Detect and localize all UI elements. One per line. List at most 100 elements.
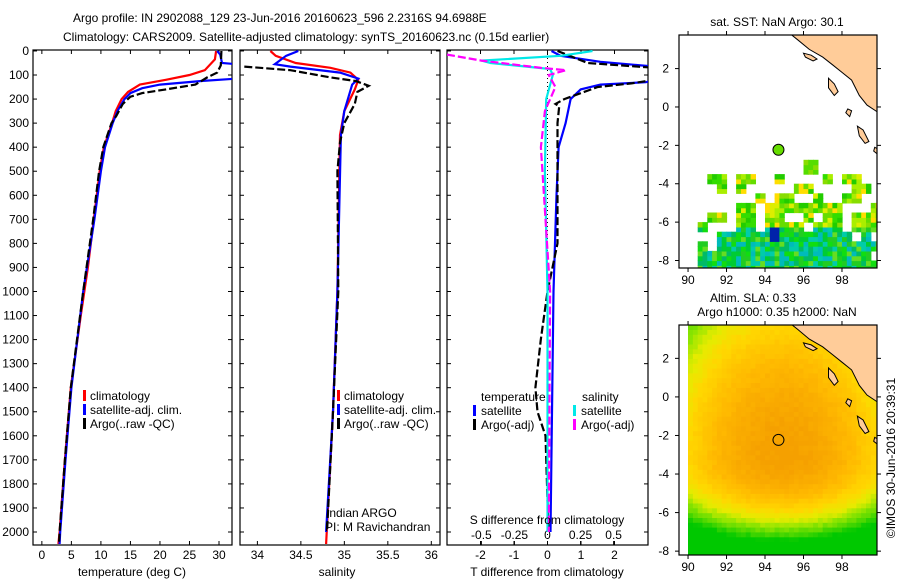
x-tick-label: 36 — [425, 548, 439, 562]
figure-title-line1: Argo profile: IN 2902088_129 23-Jun-2016… — [73, 11, 487, 25]
y-tick-label: 1100 — [3, 309, 29, 323]
island — [873, 146, 877, 155]
lat-tick-label: -8 — [658, 544, 669, 558]
y-tick-label: 200 — [9, 92, 29, 106]
legend-swatch-s-argo — [573, 419, 576, 430]
salinity-panel: 34 34.5 35 35.5 36 — [239, 49, 441, 562]
legend-swatch-t-argo — [473, 419, 476, 430]
y-tick-label: 1700 — [2, 453, 29, 467]
lat-tick-label: -2 — [658, 428, 669, 442]
x2-tick-label: -0.25 — [501, 528, 529, 542]
x2-tick-label: 0.25 — [569, 528, 593, 542]
legend-swatch-argo — [337, 418, 340, 429]
x-tick-label: 0 — [544, 548, 551, 562]
x-tick-label: 2 — [611, 548, 618, 562]
y-tick-label: 500 — [9, 164, 29, 178]
island — [802, 342, 819, 352]
lat-tick-label: -4 — [658, 177, 669, 191]
legend-swatch-argo — [83, 418, 86, 429]
sumatra-coast — [791, 325, 877, 403]
x-tick-label: 30 — [212, 548, 226, 562]
series-line-t-satellite — [549, 50, 648, 533]
series-line-argo-raw-qc- — [244, 65, 372, 533]
y-tick-label: 1200 — [2, 333, 29, 347]
plot-frame — [32, 49, 233, 546]
y-tick-label: 100 — [9, 68, 29, 82]
x-tick-label: 35 — [338, 548, 352, 562]
x-tick-label: 10 — [94, 548, 108, 562]
series-line-satellite-adj-clim- — [272, 50, 361, 533]
lon-tick-label: 96 — [797, 560, 811, 574]
argo-position-marker — [772, 433, 785, 446]
legend-label: Argo(..raw -QC) — [344, 417, 429, 431]
sla-map-title-line1: Altim. SLA: 0.33 — [710, 291, 796, 305]
island — [828, 366, 839, 387]
y-tick-label: 2000 — [2, 525, 29, 539]
y-tick-label: 1400 — [2, 381, 29, 395]
island — [845, 398, 853, 408]
legend-label: Argo(-adj) — [481, 418, 534, 432]
argo-position-marker — [772, 143, 785, 156]
annotation-indian-argo: Indian ARGO — [326, 506, 397, 520]
s-difference-xlabel: S difference from climatology — [470, 513, 625, 527]
lat-tick-label: 0 — [662, 100, 669, 114]
sst-map-panel: 90 92 94 96 98 2 0 -2 -4 -6 -8 — [658, 31, 881, 287]
legend-label: satellite — [581, 404, 622, 418]
map-frame — [678, 34, 878, 269]
lat-tick-label: -4 — [658, 467, 669, 481]
x2-tick-label: 0 — [544, 528, 551, 542]
island — [845, 108, 853, 118]
legend-swatch-t-satellite — [473, 405, 476, 416]
x-tick-label: 34.5 — [289, 548, 313, 562]
legend-swatch-satellite — [337, 404, 340, 415]
legend-swatch-satellite — [83, 404, 86, 415]
x-tick-label: 25 — [183, 548, 197, 562]
lon-tick-label: 90 — [681, 560, 695, 574]
lat-tick-label: -8 — [658, 254, 669, 268]
x-tick-label: 34 — [251, 548, 265, 562]
legend-swatch-climatology — [337, 390, 340, 401]
lon-tick-label: 94 — [758, 273, 772, 287]
series-line-t-argo-adj- — [534, 50, 648, 533]
island — [828, 77, 839, 97]
t-difference-xlabel: T difference from climatology — [470, 565, 624, 579]
series-line-s-satellite — [481, 50, 593, 532]
y-tick-label: 300 — [9, 116, 29, 130]
lon-tick-label: 92 — [720, 560, 734, 574]
legend-label: satellite-adj. clim. — [90, 403, 182, 417]
lon-tick-label: 92 — [720, 273, 734, 287]
legend-label: Argo(..raw -QC) — [90, 417, 175, 431]
island — [802, 52, 819, 62]
x-tick-label: 15 — [124, 548, 138, 562]
y-tick-label: 400 — [9, 140, 29, 154]
y-tick-label: 1000 — [2, 284, 29, 298]
lon-tick-label: 96 — [797, 273, 811, 287]
island — [873, 436, 877, 445]
y-tick-label: 0 — [22, 44, 29, 58]
sst-map-title: sat. SST: NaN Argo: 30.1 — [710, 15, 844, 29]
legend-label: climatology — [344, 389, 404, 403]
salinity-legend: climatology satellite-adj. clim. Argo(..… — [325, 389, 436, 534]
y-tick-label: 1300 — [2, 357, 29, 371]
lon-tick-label: 90 — [681, 273, 695, 287]
y-tick-label: 700 — [9, 212, 29, 226]
x2-tick-label: -0.5 — [471, 528, 492, 542]
series-line-s-argo-adj- — [447, 53, 567, 533]
series-line-satellite-adj-clim- — [58, 50, 232, 545]
lat-tick-label: -2 — [658, 138, 669, 152]
y-tick-label: 600 — [9, 188, 29, 202]
y-tick-label: 1500 — [2, 405, 29, 419]
lon-tick-label: 98 — [835, 273, 849, 287]
lat-tick-label: 2 — [662, 62, 669, 76]
y-tick-label: 1800 — [2, 477, 29, 491]
lat-tick-label: 0 — [662, 390, 669, 404]
y-tick-label: 1600 — [2, 429, 29, 443]
temperature-legend: climatology satellite-adj. clim. Argo(..… — [83, 389, 182, 431]
y-tick-label: 1900 — [2, 501, 29, 515]
x-tick-label: -2 — [475, 548, 486, 562]
annotation-pi: PI: M Ravichandran — [325, 520, 430, 534]
lat-tick-label: -6 — [658, 215, 669, 229]
land-mask — [791, 325, 877, 445]
imos-credit: ©IMOS 30-Jun-2016 20:39:31 — [884, 378, 898, 539]
